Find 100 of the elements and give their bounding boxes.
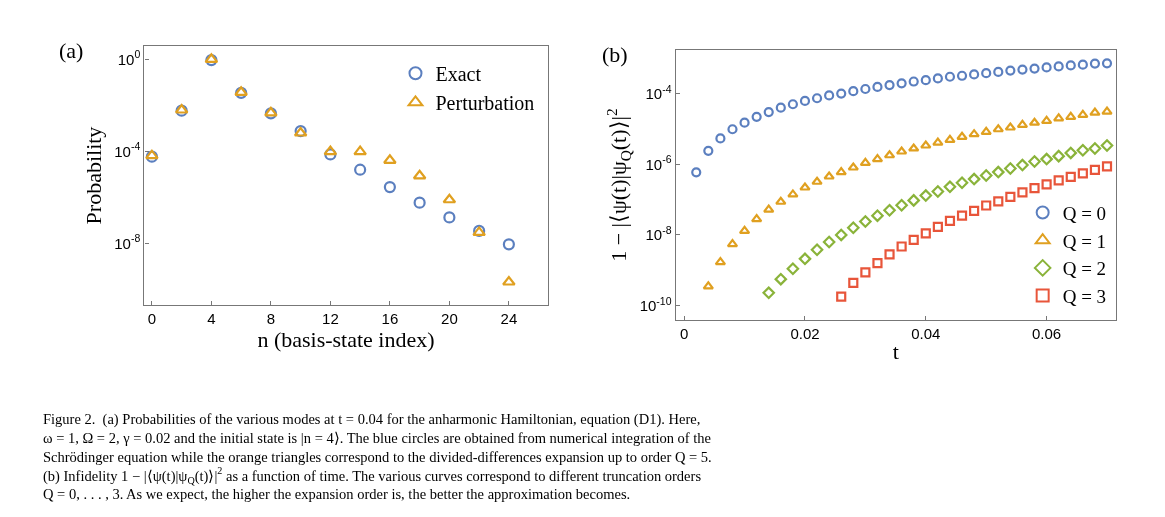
point [979,169,993,182]
y-tick-label: 10$^{-6}$ [645,153,672,173]
point [1041,179,1052,190]
y-tick-label: 10$^{-10}$ [639,294,672,314]
y-tick-label: 10$^{-4}$ [645,82,672,102]
point [1064,146,1078,160]
point [1077,168,1088,179]
point [835,167,847,176]
point [383,154,397,164]
point [1052,149,1065,163]
point [811,93,823,104]
chart-title: (b) [602,42,628,67]
point [703,145,714,156]
point [1065,171,1076,182]
point [762,286,776,300]
point [944,134,956,143]
point [896,78,907,89]
point [908,234,919,246]
point [860,267,871,278]
x-axis-title: n (basis-state index) [257,327,435,353]
point [1029,63,1040,74]
point [1017,64,1028,75]
point [691,167,702,178]
point [931,185,945,198]
point [1088,142,1102,155]
point [969,205,980,216]
point [1041,62,1052,73]
point [859,215,872,228]
point [956,210,968,221]
text: Figure 2. (a) Probabilities of the various modes at t = 0.04 for the anharmonic Hamiltonian, equation (D1). Here, ω = 1, Ω = 2, γ = 0.02 and the initial state is |n = 4⟩. The blue circles are obtained from numerical integration of the Schrödinger equation while the orange triangles correspond to the divided-differences expansion up to order Q = 5. (b) Infidelity 1 − |⟨ψ(t)|ψ$_{Q}$(t)⟩|$^{2}$ as a function of time. The various curves correspond to different truncation orders Q = 0, . . . , 3. As we expect, the higher the expansion order is, the better the approximation becomes. [43,411,712,503]
point [775,196,787,205]
point [944,71,956,82]
point [1101,58,1113,69]
legend-label: Q = 0 [1062,202,1107,224]
point [810,243,824,257]
point [787,99,798,110]
point [413,196,426,209]
point [799,95,811,107]
point [968,129,980,138]
point [896,241,907,252]
y-tick-label: 10$^{0}$ [117,48,141,68]
x-tick-label: 0 [147,310,157,328]
point [763,106,774,118]
point [932,221,943,232]
x-tick-label: 16 [381,310,399,328]
point [798,252,812,266]
point [969,69,980,80]
point [955,176,969,190]
legend-label: Q = 1 [1062,230,1107,252]
point [774,272,788,286]
point [1017,187,1028,198]
point [860,83,871,95]
point [763,204,775,213]
point [991,165,1005,179]
point [872,81,883,92]
point [992,124,1004,133]
y-tick-label: 10$^{-4}$ [114,140,141,160]
point [834,228,848,242]
point [799,182,811,191]
point [1053,175,1064,186]
point [920,140,932,149]
point [354,163,367,176]
point [1065,111,1077,120]
point [884,80,895,91]
point [872,257,883,269]
point [884,249,895,260]
point [1016,158,1029,172]
point [1004,162,1017,175]
x-axis-title: t [892,339,899,365]
y-tick-label: 10$^{-8}$ [114,232,141,252]
x-tick-label: 0.04 [911,325,941,343]
point [920,75,931,86]
point [1101,106,1113,115]
point [1053,61,1064,72]
point [823,171,835,180]
x-tick-label: 4 [207,310,216,328]
point [993,196,1004,207]
point [848,277,859,288]
point [993,66,1004,78]
point [980,126,992,135]
x-tick-label: 0 [679,325,689,343]
point [981,68,992,79]
point [871,209,884,222]
point [1029,183,1040,194]
point [944,215,956,226]
point [907,194,921,207]
point [1016,119,1029,129]
chart-title: (a) [59,38,84,63]
point [895,198,908,212]
point [1076,143,1090,157]
point [932,73,943,84]
point [956,70,968,81]
legend-label: Perturbation [435,92,535,115]
point [502,275,516,286]
point [967,172,981,186]
y-tick-label: 10$^{-8}$ [645,223,672,244]
point [383,181,396,194]
point [847,221,860,235]
point [323,145,338,156]
point [787,189,799,198]
